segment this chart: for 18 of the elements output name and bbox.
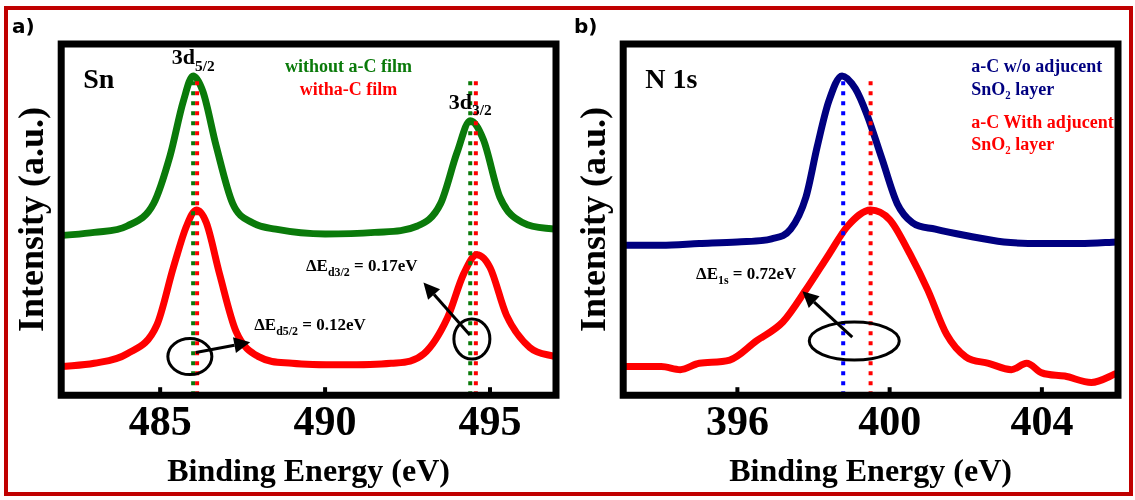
- text: witha-C film: [299, 78, 398, 99]
- text: a-C w/o adjucent SnO₂ layer: [971, 56, 1103, 99]
- annotation: Sn: [83, 63, 115, 94]
- x-tick-label: 495: [458, 398, 522, 445]
- y-axis-title: Intensity (a.u.): [10, 107, 51, 333]
- text: without a-C film: [285, 56, 413, 76]
- chart-title: a): [12, 14, 35, 39]
- x-tick-label: 485: [128, 398, 192, 445]
- x-tick-label: 396: [705, 398, 769, 445]
- x-tick-label: 404: [1010, 398, 1074, 445]
- x-tick-label: 490: [293, 398, 357, 445]
- chart-title: b): [574, 14, 598, 39]
- x-axis-title: Binding Energy (eV): [167, 452, 450, 489]
- x-axis-title: Binding Energy (eV): [729, 452, 1012, 489]
- annotation: N 1s: [645, 63, 698, 94]
- y-axis-title: Intensity (a.u.): [572, 107, 613, 333]
- x-tick-label: 400: [858, 398, 922, 445]
- text: a-C With adjucent SnO₂ layer: [971, 111, 1114, 155]
